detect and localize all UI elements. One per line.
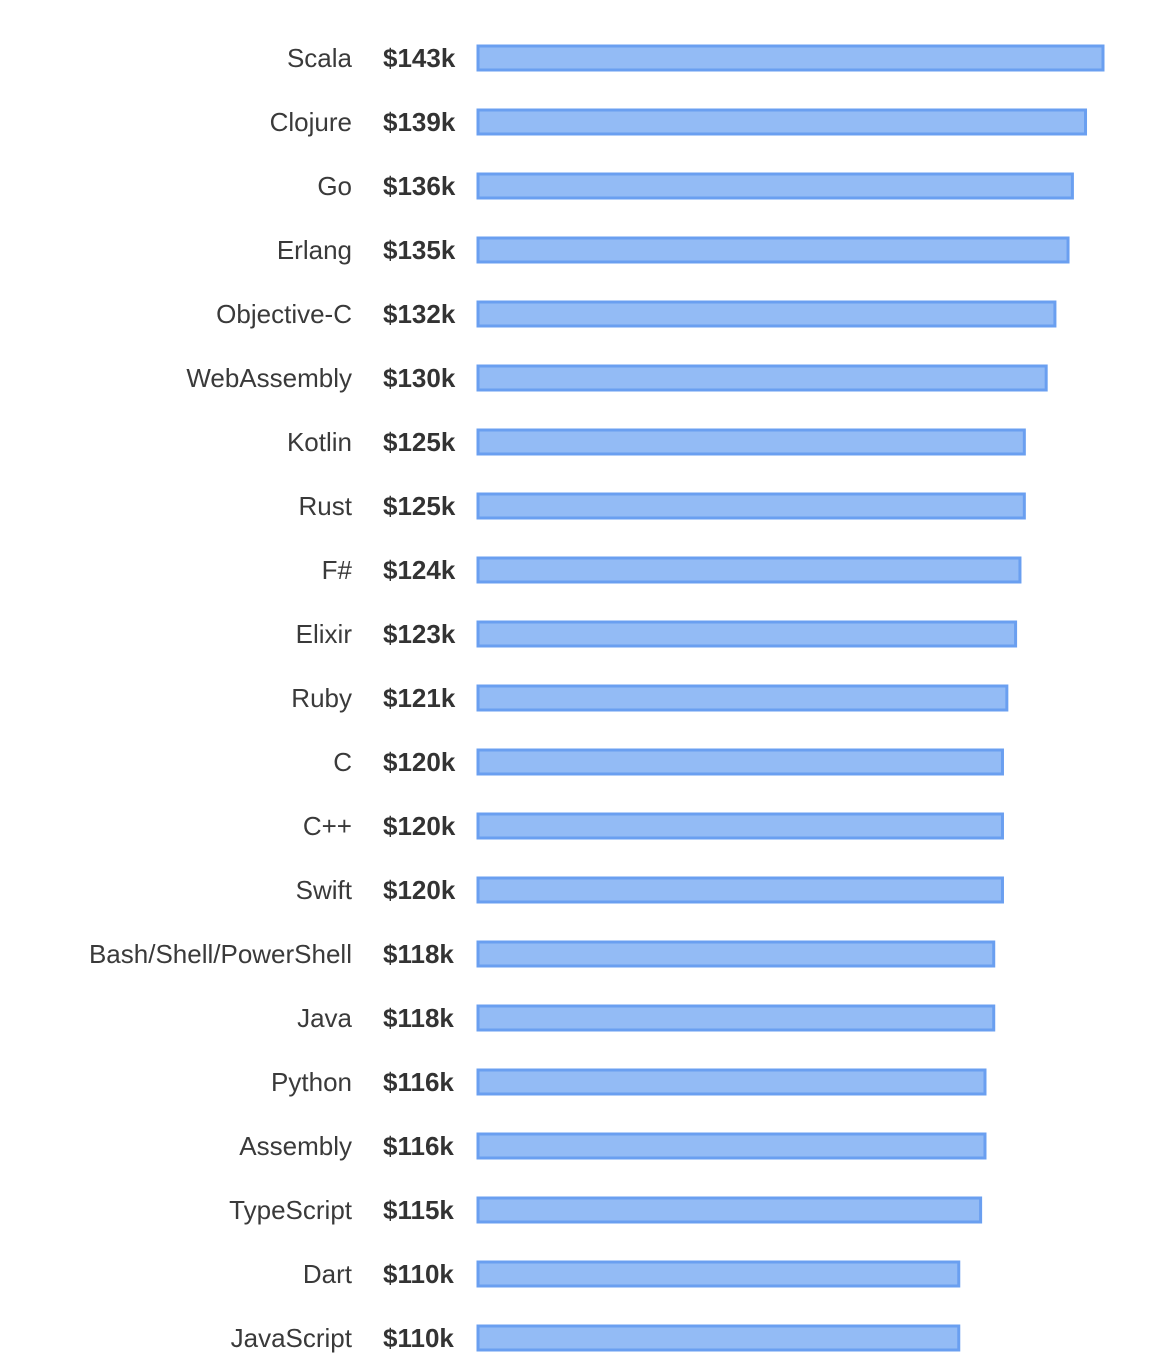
bar-row: Go $136k bbox=[317, 171, 1074, 201]
value-label: $123k bbox=[383, 619, 456, 649]
bar bbox=[476, 364, 1048, 392]
value-label: $136k bbox=[383, 171, 456, 201]
category-label: C++ bbox=[303, 811, 352, 841]
bar bbox=[476, 620, 1018, 648]
value-label: $135k bbox=[383, 235, 456, 265]
value-label: $121k bbox=[383, 683, 456, 713]
category-label: Swift bbox=[296, 875, 353, 905]
value-label: $124k bbox=[383, 555, 456, 585]
category-label: TypeScript bbox=[229, 1195, 353, 1225]
chart-rows: Scala $143k Clojure $139k Go $136k Erlang $135k… bbox=[89, 43, 1105, 1353]
bar bbox=[476, 300, 1057, 328]
value-label: $139k bbox=[383, 107, 456, 137]
value-label: $118k bbox=[383, 939, 454, 969]
bar-row: Erlang $135k bbox=[277, 235, 1070, 265]
bar bbox=[476, 1132, 987, 1160]
bar-row: Java $118k bbox=[297, 1003, 996, 1033]
value-label: $132k bbox=[383, 299, 456, 329]
bar-row: Rust $125k bbox=[299, 491, 1026, 521]
category-label: Ruby bbox=[291, 683, 352, 713]
category-label: Scala bbox=[287, 43, 353, 73]
category-label: Dart bbox=[303, 1259, 353, 1289]
category-label: C bbox=[333, 747, 352, 777]
value-label: $116k bbox=[383, 1131, 454, 1161]
bar bbox=[476, 556, 1022, 584]
bar-row: Kotlin $125k bbox=[287, 427, 1026, 457]
value-label: $120k bbox=[383, 747, 456, 777]
bar-row: Objective-C $132k bbox=[216, 299, 1057, 329]
category-label: Java bbox=[297, 1003, 352, 1033]
value-label: $118k bbox=[383, 1003, 454, 1033]
value-label: $110k bbox=[383, 1323, 454, 1353]
value-label: $110k bbox=[383, 1259, 454, 1289]
bar-row: Python $116k bbox=[271, 1067, 987, 1097]
category-label: Rust bbox=[299, 491, 353, 521]
category-label: Kotlin bbox=[287, 427, 352, 457]
bar bbox=[476, 1068, 987, 1096]
bar bbox=[476, 1260, 961, 1288]
category-label: Objective-C bbox=[216, 299, 352, 329]
bar-row: Swift $120k bbox=[296, 875, 1004, 905]
bar-row: Elixir $123k bbox=[296, 619, 1018, 649]
value-label: $115k bbox=[383, 1195, 454, 1225]
value-label: $120k bbox=[383, 875, 456, 905]
bar bbox=[476, 940, 996, 968]
value-label: $143k bbox=[383, 43, 456, 73]
bar bbox=[476, 108, 1088, 136]
value-label: $116k bbox=[383, 1067, 454, 1097]
category-label: JavaScript bbox=[231, 1323, 353, 1353]
bar-row: JavaScript $110k bbox=[231, 1323, 961, 1353]
value-label: $125k bbox=[383, 427, 456, 457]
bar-row: C++ $120k bbox=[303, 811, 1004, 841]
category-label: Clojure bbox=[270, 107, 352, 137]
bar bbox=[476, 876, 1004, 904]
category-label: F# bbox=[322, 555, 353, 585]
bar bbox=[476, 172, 1074, 200]
bar bbox=[476, 1004, 996, 1032]
bar bbox=[476, 492, 1026, 520]
bar-row: Dart $110k bbox=[303, 1259, 961, 1289]
bar bbox=[476, 44, 1105, 72]
bar-row: F# $124k bbox=[322, 555, 1022, 585]
bar bbox=[476, 812, 1004, 840]
bar bbox=[476, 236, 1070, 264]
category-label: WebAssembly bbox=[186, 363, 352, 393]
bar bbox=[476, 684, 1009, 712]
bar-row: WebAssembly $130k bbox=[186, 363, 1048, 393]
bar bbox=[476, 748, 1004, 776]
bar-row: Clojure $139k bbox=[270, 107, 1088, 137]
bar-row: Assembly $116k bbox=[239, 1131, 987, 1161]
bar-row: TypeScript $115k bbox=[229, 1195, 983, 1225]
category-label: Erlang bbox=[277, 235, 352, 265]
value-label: $120k bbox=[383, 811, 456, 841]
bar-row: Ruby $121k bbox=[291, 683, 1009, 713]
value-label: $125k bbox=[383, 491, 456, 521]
category-label: Bash/Shell/PowerShell bbox=[89, 939, 352, 969]
category-label: Elixir bbox=[296, 619, 353, 649]
value-label: $130k bbox=[383, 363, 456, 393]
category-label: Assembly bbox=[239, 1131, 352, 1161]
category-label: Go bbox=[317, 171, 352, 201]
bar-row: Scala $143k bbox=[287, 43, 1105, 73]
bar bbox=[476, 428, 1026, 456]
category-label: Python bbox=[271, 1067, 352, 1097]
bar bbox=[476, 1324, 961, 1352]
bar bbox=[476, 1196, 983, 1224]
bar-row: C $120k bbox=[333, 747, 1004, 777]
bar-row: Bash/Shell/PowerShell $118k bbox=[89, 939, 996, 969]
